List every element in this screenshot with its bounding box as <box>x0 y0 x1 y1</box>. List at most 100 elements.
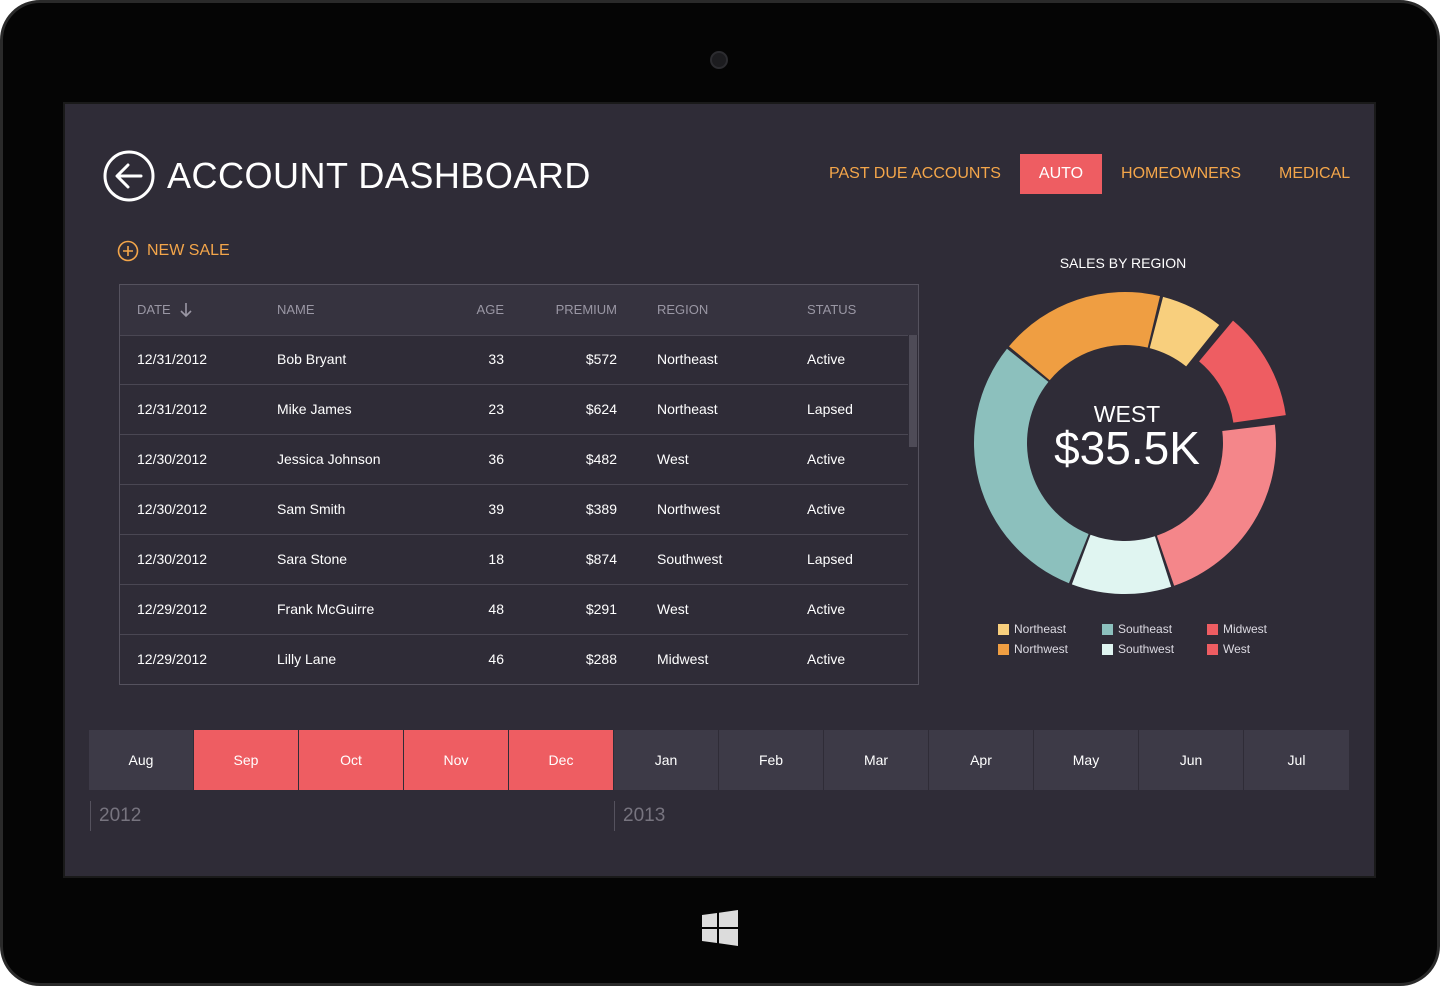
donut-slice-northeast[interactable] <box>1149 296 1220 367</box>
cell-age: 48 <box>488 601 504 617</box>
table-row[interactable]: 12/29/2012 Lilly Lane 46 $288 Midwest Ac… <box>120 635 918 684</box>
cell-region: Northeast <box>657 401 718 417</box>
back-arrow-icon[interactable] <box>103 150 155 202</box>
timeline-month-may[interactable]: May <box>1034 730 1138 790</box>
cell-date: 12/29/2012 <box>137 651 208 667</box>
legend-item: Midwest <box>1207 622 1267 636</box>
cell-date: 12/31/2012 <box>137 401 208 417</box>
legend-item: Northeast <box>998 622 1066 636</box>
cell-age: 46 <box>488 651 504 667</box>
column-header-date-label: DATE <box>137 302 171 317</box>
timeline-month-dec[interactable]: Dec <box>509 730 613 790</box>
cell-status: Active <box>807 501 846 517</box>
cell-age: 23 <box>488 401 504 417</box>
grid-body: 12/31/2012 Bob Bryant 33 $572 Northeast … <box>120 335 918 684</box>
legend-label: West <box>1223 642 1251 656</box>
timeline-month-sep[interactable]: Sep <box>194 730 298 790</box>
month-timeline: Aug Sep Oct Nov Dec Jan Feb Mar Apr May … <box>89 730 1350 790</box>
cell-region: West <box>657 451 689 467</box>
table-row[interactable]: 12/29/2012 Frank McGuirre 48 $291 West A… <box>120 585 918 635</box>
donut-slice-midwest[interactable] <box>1199 320 1286 423</box>
table-row[interactable]: 12/31/2012 Mike James 23 $624 Northeast … <box>120 385 918 435</box>
table-row[interactable]: 12/31/2012 Bob Bryant 33 $572 Northeast … <box>120 335 918 385</box>
cell-date: 12/29/2012 <box>137 601 208 617</box>
cell-name: Mike James <box>277 401 352 417</box>
nav-auto[interactable]: AUTO <box>1019 154 1103 194</box>
cell-premium: $291 <box>585 601 617 617</box>
timeline-year-label: 2012 <box>90 801 141 831</box>
nav-homeowners[interactable]: HOMEOWNERS <box>1121 165 1242 182</box>
accounts-grid: DATE NAME AGE PREMIUM REGION STATUS 12/3… <box>119 284 919 685</box>
legend-swatch <box>1102 623 1113 635</box>
cell-name: Frank McGuirre <box>277 601 375 617</box>
legend-label: Southeast <box>1118 622 1173 636</box>
timeline-month-apr[interactable]: Apr <box>929 730 1033 790</box>
cell-name: Lilly Lane <box>277 651 337 667</box>
cell-status: Active <box>807 651 846 667</box>
cell-date: 12/30/2012 <box>137 451 208 467</box>
timeline-month-nov[interactable]: Nov <box>404 730 508 790</box>
cell-region: Southwest <box>657 551 723 567</box>
app-screen: ACCOUNT DASHBOARD PAST DUE ACCOUNTS AUTO… <box>63 102 1376 878</box>
column-header-premium[interactable]: PREMIUM <box>555 302 617 317</box>
plus-circle-icon <box>117 240 139 262</box>
cell-status: Lapsed <box>807 551 853 567</box>
cell-premium: $482 <box>585 451 617 467</box>
legend-item: Southeast <box>1102 622 1172 636</box>
cell-name: Sam Smith <box>277 501 346 517</box>
cell-age: 39 <box>488 501 504 517</box>
legend-label: Northwest <box>1014 642 1069 656</box>
cell-premium: $624 <box>585 401 617 417</box>
legend-label: Midwest <box>1223 622 1268 636</box>
cell-date: 12/31/2012 <box>137 351 208 367</box>
nav-medical[interactable]: MEDICAL <box>1279 165 1351 182</box>
timeline-month-jul[interactable]: Jul <box>1244 730 1349 790</box>
cell-age: 33 <box>488 351 504 367</box>
legend-item: West <box>1207 642 1250 656</box>
cell-premium: $572 <box>585 351 617 367</box>
column-header-date[interactable]: DATE <box>137 285 193 335</box>
column-header-name[interactable]: NAME <box>277 302 315 317</box>
camera-icon <box>710 51 728 69</box>
arrow-down-icon <box>180 303 192 318</box>
legend-swatch <box>1207 643 1218 655</box>
cell-age: 36 <box>488 451 504 467</box>
timeline-month-mar[interactable]: Mar <box>824 730 928 790</box>
cell-region: West <box>657 601 689 617</box>
donut-slice-northwest[interactable] <box>1008 292 1160 381</box>
timeline-month-jun[interactable]: Jun <box>1139 730 1243 790</box>
cell-name: Jessica Johnson <box>277 451 381 467</box>
cell-region: Northwest <box>657 501 721 517</box>
new-sale-button[interactable]: NEW SALE <box>117 240 230 262</box>
nav-past-due-accounts[interactable]: PAST DUE ACCOUNTS <box>829 165 1001 182</box>
table-row[interactable]: 12/30/2012 Sara Stone 18 $874 Southwest … <box>120 535 918 585</box>
cell-date: 12/30/2012 <box>137 501 208 517</box>
timeline-month-aug[interactable]: Aug <box>89 730 193 790</box>
column-header-status[interactable]: STATUS <box>807 302 857 317</box>
legend-label: Southwest <box>1118 642 1175 656</box>
windows-logo-icon[interactable] <box>702 910 738 946</box>
cell-region: Northeast <box>657 351 718 367</box>
timeline-month-oct[interactable]: Oct <box>299 730 403 790</box>
grid-scrollbar[interactable] <box>908 335 918 684</box>
new-sale-label: NEW SALE <box>147 242 230 259</box>
legend-swatch <box>1207 623 1218 635</box>
cell-status: Lapsed <box>807 401 853 417</box>
donut-center-value: $35.5K <box>1054 422 1200 474</box>
table-row[interactable]: 12/30/2012 Jessica Johnson 36 $482 West … <box>120 435 918 485</box>
donut-slice-west[interactable] <box>1156 424 1276 586</box>
grid-scrollbar-thumb[interactable] <box>909 335 917 447</box>
cell-status: Active <box>807 601 846 617</box>
donut-slice-southwest[interactable] <box>1071 534 1172 594</box>
cell-date: 12/30/2012 <box>137 551 208 567</box>
table-row[interactable]: 12/30/2012 Sam Smith 39 $389 Northwest A… <box>120 485 918 535</box>
legend-swatch <box>998 623 1009 635</box>
column-header-region[interactable]: REGION <box>657 302 709 317</box>
cell-premium: $874 <box>585 551 617 567</box>
column-header-age[interactable]: AGE <box>476 302 504 317</box>
timeline-month-jan[interactable]: Jan <box>614 730 718 790</box>
timeline-month-feb[interactable]: Feb <box>719 730 823 790</box>
legend-item: Northwest <box>998 642 1068 656</box>
chart-title: SALES BY REGION <box>1059 255 1187 271</box>
donut-slice-southeast[interactable] <box>974 348 1089 584</box>
